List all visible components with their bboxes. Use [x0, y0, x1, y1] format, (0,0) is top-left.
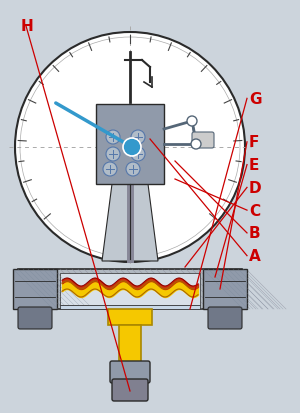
Bar	[108, 309, 152, 325]
Circle shape	[126, 163, 140, 177]
Text: A: A	[249, 249, 261, 263]
Text: D: D	[249, 180, 262, 195]
Text: C: C	[249, 203, 260, 218]
Circle shape	[106, 147, 120, 161]
Circle shape	[15, 33, 245, 262]
Text: G: G	[249, 92, 262, 107]
Text: E: E	[249, 158, 260, 173]
FancyBboxPatch shape	[112, 379, 148, 401]
Text: F: F	[249, 135, 260, 150]
Bar	[60, 305, 200, 309]
Bar	[60, 273, 200, 305]
Text: B: B	[249, 226, 261, 241]
Polygon shape	[102, 185, 158, 261]
Circle shape	[123, 139, 141, 157]
FancyBboxPatch shape	[110, 361, 150, 383]
Circle shape	[103, 163, 117, 177]
Circle shape	[131, 147, 145, 161]
Bar	[18, 269, 242, 309]
FancyBboxPatch shape	[18, 307, 52, 329]
FancyBboxPatch shape	[13, 269, 57, 309]
Text: H: H	[21, 19, 34, 34]
Circle shape	[191, 140, 201, 150]
FancyBboxPatch shape	[208, 307, 242, 329]
Circle shape	[131, 131, 145, 145]
FancyBboxPatch shape	[203, 269, 247, 309]
FancyBboxPatch shape	[96, 105, 164, 185]
FancyBboxPatch shape	[192, 133, 214, 149]
Circle shape	[187, 117, 197, 127]
Bar	[119, 325, 141, 363]
Circle shape	[106, 131, 120, 145]
